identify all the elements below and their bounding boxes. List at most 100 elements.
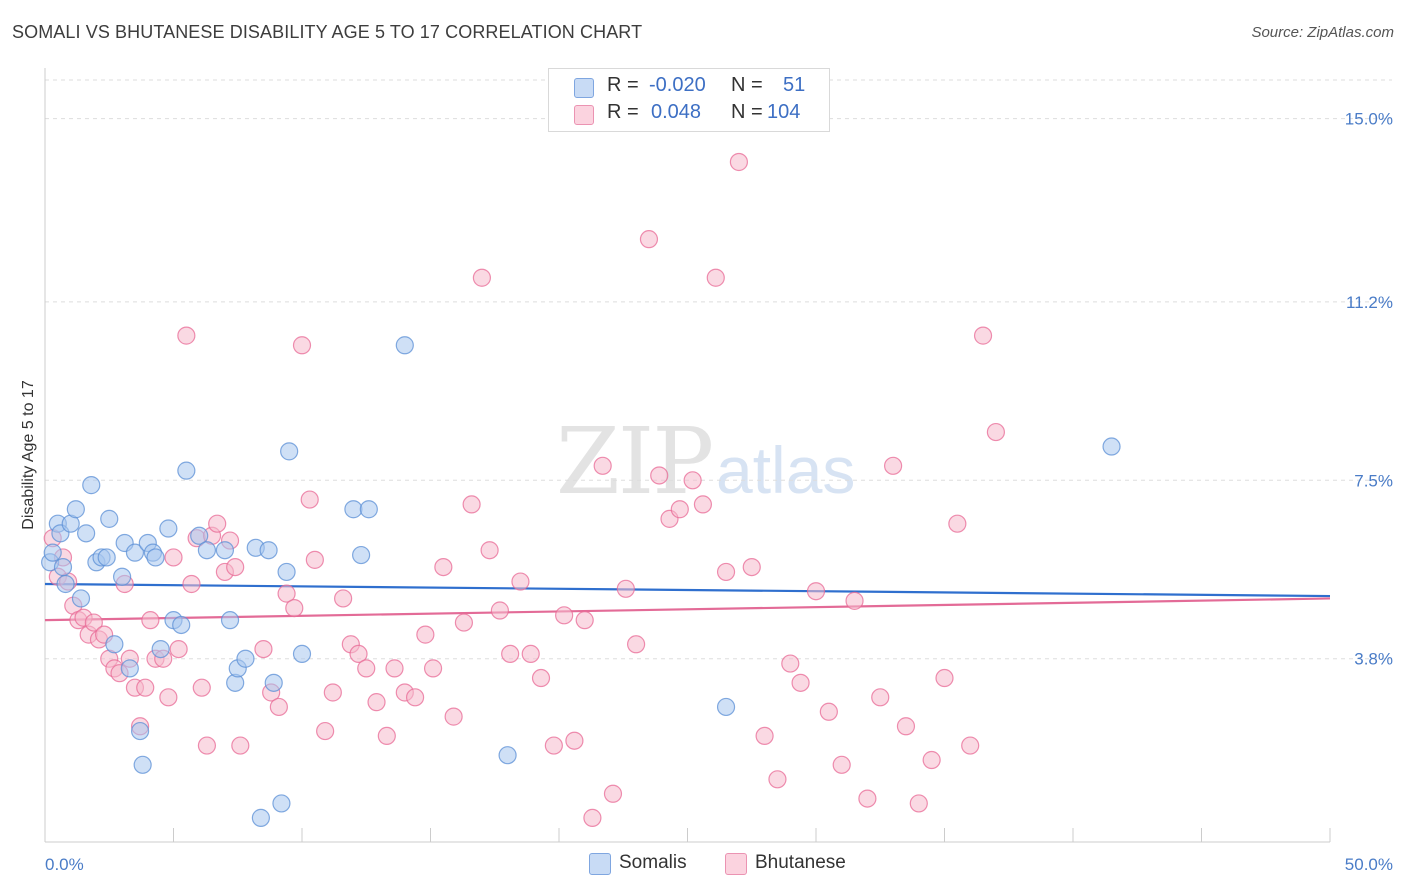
bhutanese-point — [367, 693, 386, 712]
bhutanese-point — [164, 548, 183, 567]
somali-point — [264, 673, 283, 692]
bhutanese-point — [136, 678, 155, 697]
y-tick-label: 15.0% — [1345, 110, 1393, 129]
bhutanese-point — [768, 770, 787, 789]
somali-point — [215, 541, 234, 560]
somali-point — [71, 589, 91, 608]
correlation-legend: R = -0.020 N = 51 R = 0.048 N = 104 — [548, 68, 830, 132]
bhutanese-point — [706, 268, 725, 287]
bhutanese-point — [377, 726, 396, 745]
bhutanese-point — [650, 466, 669, 485]
y-axis-title: Disability Age 5 to 17 — [20, 380, 37, 530]
bhutanese-point — [349, 644, 368, 664]
watermark-zip: ZIP — [556, 408, 714, 515]
bhutanese-point — [781, 654, 800, 673]
chart-title: SOMALI VS BHUTANESE DISABILITY AGE 5 TO … — [12, 22, 643, 42]
bhutanese-point — [177, 326, 196, 345]
legend-n-value: 104 — [767, 101, 801, 123]
bhutanese-point — [922, 750, 941, 770]
somali-point — [97, 548, 116, 567]
somali-point — [82, 476, 101, 495]
bhutanese-point — [292, 336, 312, 355]
bhutanese-point — [334, 589, 353, 608]
tick-labels: 3.8% 7.5% 11.2% 15.0% 0.0% 50.0% Disability Ag… — [20, 110, 1393, 874]
bhutanese-point — [544, 736, 563, 755]
bhutanese-point — [693, 495, 713, 514]
bhutanese-point — [845, 591, 864, 610]
legend-n-value: 51 — [783, 74, 806, 96]
somali-point — [130, 721, 150, 741]
somali-point — [105, 635, 124, 654]
bhutanese-point — [472, 268, 491, 287]
y-tick-label: 3.8% — [1354, 650, 1393, 669]
bhutanese-point — [462, 495, 481, 514]
bhutanese-point — [616, 579, 635, 598]
bhutanese-point — [423, 659, 443, 678]
bhutanese-point — [755, 726, 774, 745]
somali-point — [1102, 437, 1121, 456]
bhutanese-point — [385, 659, 404, 678]
bhutanese-point — [819, 702, 838, 721]
bhutanese-point — [405, 688, 425, 707]
somali-point — [716, 697, 736, 717]
bhutanese-point — [806, 582, 826, 601]
somali-point — [77, 524, 96, 543]
bhutanese-point — [832, 755, 851, 774]
bhutanese-point — [231, 736, 250, 755]
bhutanese-point — [583, 808, 602, 827]
somali-point — [352, 545, 371, 565]
bhutanese-point — [716, 562, 736, 582]
somali-point — [112, 567, 132, 586]
series-legend: Somalis Bhutanese — [0, 852, 1406, 878]
bhutanese-point — [909, 794, 928, 813]
somali-point — [344, 500, 363, 519]
somali-point — [498, 746, 517, 765]
legend-r-label: R = — [607, 74, 639, 96]
bhutanese-point — [277, 584, 296, 603]
bhutanese-point — [169, 639, 188, 659]
bhutanese-point — [565, 731, 584, 750]
bhutanese-trend-line — [44, 597, 1331, 622]
legend-swatch-somali — [574, 78, 594, 98]
x-tick-label: 50.0% — [1345, 855, 1393, 874]
bhutanese-point — [871, 688, 890, 707]
bhutanese-point — [626, 635, 646, 654]
bhutanese-point — [593, 456, 612, 475]
somali-point — [100, 509, 119, 528]
bhutanese-point — [192, 678, 211, 697]
somali-point — [251, 808, 270, 827]
bhutanese-point — [182, 574, 201, 594]
somali-point — [272, 794, 291, 813]
legend-row-somali: R = -0.020 N = 51 — [549, 74, 829, 100]
bhutanese-point — [269, 697, 288, 717]
bhutanese-point — [742, 558, 761, 577]
bhutanese-point — [603, 784, 623, 803]
somali-point — [292, 644, 312, 664]
legend-row-bhutanese: R = 0.048 N = 104 — [549, 101, 829, 127]
bhutanese-point — [948, 514, 967, 533]
bhutanese-point — [141, 611, 160, 630]
series-swatch-somali — [589, 853, 611, 875]
legend-r-value: 0.048 — [651, 101, 702, 123]
bhutanese-point — [357, 659, 376, 678]
somali-point — [53, 558, 73, 577]
somali-point — [66, 500, 85, 519]
somali-point — [197, 541, 217, 560]
bhutanese-point — [254, 639, 273, 659]
somali-point — [236, 649, 255, 668]
somali-point — [359, 500, 378, 519]
somali-point — [159, 519, 178, 538]
somali-point — [172, 615, 191, 635]
bhutanese-point — [531, 668, 551, 688]
axes — [44, 68, 1331, 843]
somali-point — [177, 461, 196, 480]
x-tick-label: 0.0% — [45, 855, 84, 874]
y-tick-label: 11.2% — [1346, 293, 1393, 312]
bhutanese-point — [444, 707, 463, 726]
bhutanese-point — [226, 558, 245, 577]
somali-point — [280, 442, 299, 461]
bhutanese-point — [575, 611, 594, 630]
trend-lines — [44, 582, 1331, 622]
bhutanese-point — [159, 688, 178, 707]
